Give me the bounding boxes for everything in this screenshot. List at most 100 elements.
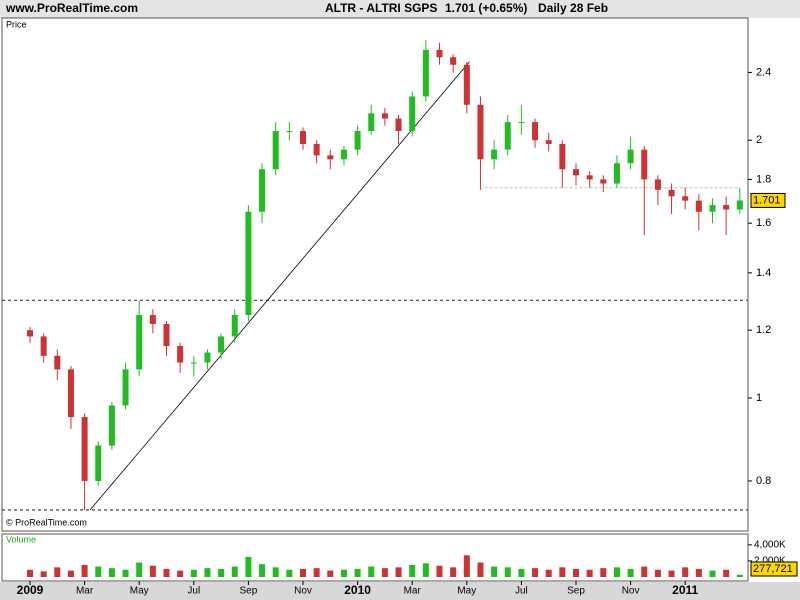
- volume-bar: [518, 568, 525, 577]
- quote: 1.701 (+0.65%): [445, 1, 527, 15]
- candle-body: [27, 330, 33, 337]
- price-tag-label: 1.701: [753, 194, 781, 206]
- candle-body: [450, 57, 457, 65]
- volume-bar: [259, 564, 266, 577]
- volume-bar: [477, 562, 484, 577]
- y-tick-label: 4,000K: [754, 539, 786, 550]
- candle-body: [723, 205, 730, 210]
- candle-body: [149, 314, 156, 325]
- candle-body: [395, 118, 402, 132]
- volume-bar: [573, 568, 579, 577]
- volume-bar: [436, 565, 443, 577]
- candle-body: [354, 131, 361, 150]
- price-pane: [1, 17, 749, 532]
- y-tick-label: 1: [756, 392, 762, 404]
- x-tick-label: May: [457, 586, 476, 597]
- volume-tag: [750, 561, 798, 577]
- candle-body: [491, 149, 498, 160]
- volume-bar: [723, 569, 730, 577]
- candle-body: [177, 345, 184, 363]
- volume-bar: [709, 570, 716, 577]
- candle-body: [368, 113, 375, 132]
- volume-bar: [682, 567, 689, 577]
- x-tick-label: Nov: [294, 586, 312, 597]
- volume-pane: [1, 533, 749, 582]
- x-tick-label: Sep: [240, 586, 258, 597]
- candle-body: [259, 169, 266, 212]
- volume-bar: [600, 568, 607, 577]
- candle-body: [682, 196, 689, 201]
- header-bar: [0, 0, 800, 18]
- volume-bar: [81, 564, 88, 577]
- candle-body: [327, 155, 334, 160]
- x-tick-label: May: [130, 586, 149, 597]
- candle-body: [245, 211, 252, 315]
- x-tick-label: Nov: [622, 586, 640, 597]
- candle-body: [40, 336, 47, 356]
- candle-body: [313, 143, 320, 156]
- candle-body: [381, 113, 388, 119]
- candle-body: [300, 131, 306, 144]
- y-tick-label: 2.4: [756, 66, 771, 78]
- volume-bar: [231, 566, 238, 577]
- candle-body: [504, 122, 511, 150]
- y-tick-label: 1.2: [756, 324, 771, 336]
- price-label: Price: [6, 19, 27, 29]
- volume-bar: [340, 569, 347, 577]
- candle-body: [695, 200, 702, 212]
- x-tick-label: Mar: [404, 586, 422, 597]
- candle-body: [641, 149, 648, 180]
- y-tick-label: 0.8: [756, 475, 771, 487]
- candle-body: [654, 179, 661, 190]
- volume-bar: [491, 566, 498, 577]
- x-tick-label: Jul: [515, 586, 528, 597]
- candle-body: [518, 122, 525, 124]
- volume-bar: [422, 563, 429, 577]
- candle-body: [340, 149, 347, 160]
- volume-bar: [163, 568, 170, 577]
- x-tick-label: 2009: [17, 583, 44, 597]
- volume-bar: [504, 567, 511, 577]
- volume-bar: [627, 568, 634, 577]
- candle-body: [136, 314, 143, 370]
- candle-body: [108, 405, 115, 446]
- candle-body: [204, 352, 211, 363]
- candle-body: [477, 104, 484, 160]
- candle-body: [163, 324, 170, 346]
- volume-bar: [463, 555, 470, 577]
- volume-bar: [586, 569, 593, 577]
- candle-body: [559, 143, 566, 170]
- candle-body: [463, 64, 470, 105]
- volume-bar: [736, 574, 743, 577]
- volume-bar: [218, 568, 225, 577]
- volume-bar: [122, 569, 129, 577]
- volume-bar: [613, 567, 620, 577]
- volume-bar: [313, 568, 320, 577]
- x-axis-bar: [0, 582, 800, 600]
- volume-bar: [177, 570, 184, 577]
- volume-bar: [245, 556, 252, 577]
- candle-body: [81, 417, 88, 481]
- candle-body: [95, 445, 102, 481]
- y-tick-label: 1.6: [756, 217, 771, 229]
- x-tick-label: Sep: [567, 586, 585, 597]
- volume-bar: [695, 568, 702, 577]
- volume-bar: [149, 565, 156, 577]
- volume-bar: [136, 562, 143, 577]
- candle-body: [231, 314, 238, 337]
- volume-bar: [450, 567, 457, 577]
- y-tick-label: 1.8: [756, 173, 771, 185]
- volume-bar: [641, 566, 648, 577]
- volume-bar: [286, 569, 293, 577]
- volume-bar: [368, 566, 375, 577]
- x-tick-label: Jul: [187, 586, 200, 597]
- site[interactable]: www.ProRealTime.com: [5, 1, 138, 15]
- candle-body: [586, 175, 593, 180]
- price-tag: [750, 192, 786, 208]
- candle-body: [573, 169, 579, 176]
- candle-body: [532, 122, 539, 141]
- x-tick-label: 2010: [344, 583, 371, 597]
- candle-body: [190, 362, 197, 364]
- candle-body: [286, 131, 293, 133]
- candle-body: [54, 355, 61, 370]
